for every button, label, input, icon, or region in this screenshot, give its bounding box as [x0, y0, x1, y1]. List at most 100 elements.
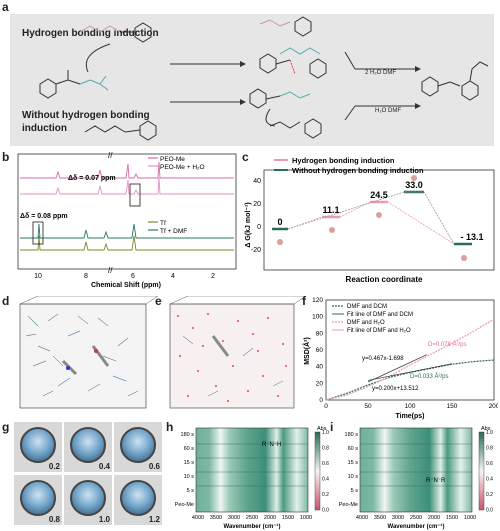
series-line: [325, 318, 495, 401]
fit-dcm-label: y=0.200x+13.512: [372, 386, 419, 392]
vial-label: 1.2: [148, 515, 160, 524]
x-axis-label: Reaction coordinate: [346, 275, 423, 284]
intermediate-bottom: [249, 88, 322, 139]
colorbar-title: Abs: [481, 426, 491, 432]
colorbar-tick: 0.8: [322, 446, 329, 452]
panel-b-label: b: [2, 150, 10, 164]
y-tick: 60 s: [184, 446, 195, 452]
y-tick: 60 s: [348, 446, 359, 452]
x-axis-label: Wavenumber (cm⁻¹): [224, 523, 281, 530]
bond-annotation: R⁻N⁻H: [262, 442, 281, 448]
value-11-1: 11.1: [322, 205, 339, 215]
xtick: 2: [211, 273, 215, 280]
x-tick: 1000: [464, 515, 476, 521]
y-tick: 120: [312, 297, 323, 304]
reactant-molecule-left: [39, 70, 109, 99]
y-tick: Peo-Me: [175, 502, 194, 508]
panel-i-label: i: [330, 420, 334, 434]
legend-tf-dmf: Tf + DMF: [160, 228, 187, 235]
y-tick: 100: [312, 314, 323, 321]
svg-text:DMF and H₂O: DMF and H₂O: [347, 320, 385, 326]
vial-label: 0.4: [98, 462, 110, 471]
series-line: [325, 359, 495, 401]
x-axis-label: Wavenumber (cm⁻¹): [388, 523, 445, 530]
xtick: 6: [131, 273, 135, 280]
panel-f-label: f: [302, 294, 306, 308]
fit-line-dcm: [367, 363, 453, 381]
panel-a-bottom-text-1: Without hydrogen bonding: [22, 110, 150, 121]
colorbar-tick: 1.0: [486, 430, 493, 436]
legend-tf: Tf: [160, 220, 166, 227]
panel-c-label: c: [242, 150, 249, 164]
x-tick: 4000: [192, 515, 204, 521]
panel-a-label: a: [2, 0, 9, 14]
svg-text:40: 40: [253, 178, 261, 185]
vial-circle: [120, 427, 156, 463]
x-axis-label: Chemical Shift (ppm): [91, 282, 161, 289]
vial: 0.8: [14, 475, 62, 525]
panel-g-label: g: [2, 420, 10, 434]
panel-a-arrow-top-label: 2 H₂O DMF: [365, 70, 396, 76]
vial-circle: [70, 480, 106, 516]
vial: 1.0: [64, 475, 112, 525]
colorbar-tick: 0.8: [486, 446, 493, 452]
value-33-0: 33.0: [405, 180, 423, 190]
legend-peo-me-h2o: PEO-Me + H₂O: [160, 164, 205, 171]
x-tick: 2000: [264, 515, 276, 521]
heatmap-area: [359, 427, 473, 513]
x-tick: 1000: [300, 515, 312, 521]
svg-text:Fit line of DMF and DCM: Fit line of DMF and DCM: [347, 312, 413, 318]
vial: 1.2: [114, 475, 162, 525]
x-tick: 3000: [228, 515, 240, 521]
fit-line-h2o: [367, 354, 427, 383]
ftir-heatmap-i: 180 s 60 s 15 s 10 s 5 s Peo-Me 4000 3500 3000 25…: [339, 426, 493, 530]
colorbar-tick: 0.0: [322, 508, 329, 514]
y-tick: Peo-Me: [339, 502, 358, 508]
y-tick: 80: [316, 330, 324, 337]
value-neg-13-1: - 13.1: [460, 232, 483, 242]
colorbar-tick: 0.4: [322, 477, 329, 483]
y-tick: 5 s: [351, 488, 359, 494]
svg-text:-20: -20: [251, 247, 261, 254]
legend-hbond: Hydrogen bonding induction: [292, 156, 395, 165]
vial-circle: [20, 480, 56, 516]
free-energy-chart: Hydrogen bonding induction Without hydro…: [245, 156, 495, 284]
colorbar-tick: 0.4: [486, 477, 493, 483]
vial-label: 0.8: [48, 515, 60, 524]
vial-circle: [70, 427, 106, 463]
curved-arrow-top: [85, 43, 111, 73]
y-tick: 5 s: [187, 488, 195, 494]
y-axis-label: MSD(Å²): [302, 337, 311, 365]
x-tick: 100: [405, 403, 416, 410]
d-h2o-label: D=0.078 Å²/ps: [428, 341, 467, 348]
vial-circle: [120, 480, 156, 516]
svg-text://: //: [108, 266, 113, 275]
panel-e-label: e: [155, 294, 162, 308]
colorbar-tick: 0.6: [486, 461, 493, 467]
msd-chart: 0 20 40 60 80 100 120 0 50 100 150 200 MSD(Å²) Tim…: [302, 297, 498, 420]
y-tick: 10 s: [184, 474, 195, 480]
bond-annotation: R⁻N⁻R: [426, 478, 446, 484]
legend-no-hbond: Without hydrogen bonding induction: [292, 166, 424, 175]
y-tick: 15 s: [184, 460, 195, 466]
x-tick: 3500: [374, 515, 386, 521]
vial-circle: [20, 427, 56, 463]
colorbar-tick: 0.2: [322, 492, 329, 498]
y-tick: 180 s: [345, 432, 359, 438]
vial: 0.4: [64, 422, 112, 472]
svg-text:DMF and DCM: DMF and DCM: [347, 304, 387, 310]
y-tick: 40: [316, 364, 324, 371]
colorbar-title: Abs: [317, 426, 327, 432]
colorbar: [478, 431, 485, 511]
colorbar-tick: 0.2: [486, 492, 493, 498]
vial-label: 1.0: [98, 515, 110, 524]
y-tick: 180 s: [181, 432, 195, 438]
x-tick: 4000: [356, 515, 368, 521]
panel-a-scheme: [39, 16, 489, 141]
legend-peo-me: PEO-Me: [160, 156, 185, 163]
x-tick: 2500: [246, 515, 258, 521]
svg-text://: //: [108, 151, 113, 160]
colorbar: [314, 431, 321, 511]
xtick: 10: [34, 273, 42, 280]
reactant-molecule-top: [79, 22, 152, 43]
